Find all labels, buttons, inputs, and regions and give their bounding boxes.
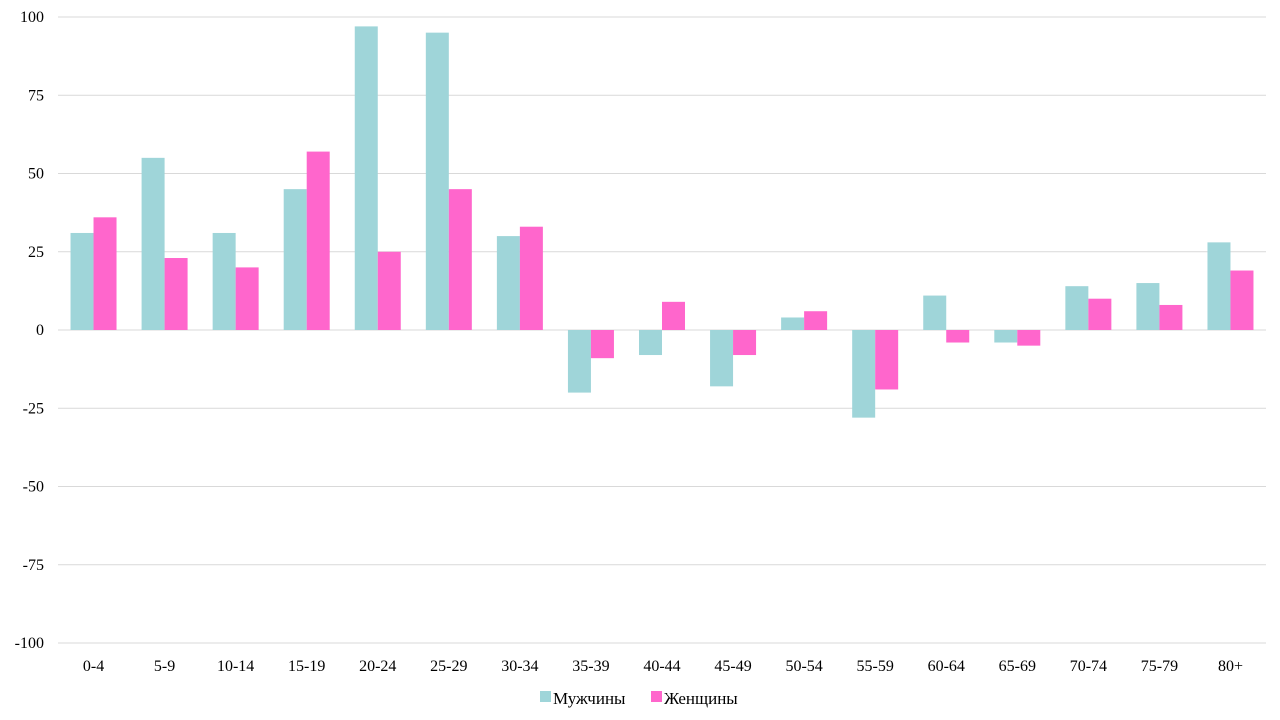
bar-men [994,330,1018,343]
bar-women [93,217,117,330]
x-tick-label: 0-4 [83,658,104,675]
bar-men [567,330,591,393]
legend-swatch-men [540,691,551,702]
bar-women [164,258,188,330]
x-tick-label: 50-54 [785,658,822,675]
legend: Мужчины Женщины [540,689,738,708]
x-tick-label: 80+ [1218,658,1243,675]
bar-men [1065,286,1089,330]
bar-women [235,267,259,330]
y-tick-label: -50 [23,479,44,496]
x-tick-label: 70-74 [1070,658,1107,675]
x-tick-label: 30-34 [501,658,538,675]
bar-men [852,330,876,418]
bar-women [519,226,543,330]
legend-swatch-women [651,691,662,702]
x-axis-ticks: 0-4 5-9 10-14 15-19 20-24 25-29 30-34 35-39 40-4… [83,658,1243,675]
x-tick-label: 55-59 [857,658,894,675]
x-tick-label: 65-69 [999,658,1036,675]
legend-label-women: Женщины [664,689,738,708]
x-tick-label: 60-64 [928,658,965,675]
bar-men [923,295,947,330]
y-tick-label: 0 [36,322,44,339]
bar-men [70,232,94,330]
x-tick-label: 20-24 [359,658,396,675]
bar-men [639,330,662,356]
y-axis-ticks: 100 75 50 25 0 -25 -50 -75 -100 [15,9,44,652]
x-tick-label: 35-39 [572,658,609,675]
legend-label-men: Мужчины [553,689,626,708]
bar-women [306,151,330,330]
x-tick-label: 10-14 [217,658,254,675]
x-tick-label: 45-49 [714,658,751,675]
bar-women [377,251,401,330]
bar-women [804,311,828,330]
y-tick-label: 100 [20,9,44,26]
bar-women [733,330,757,356]
bar-men [425,32,449,331]
bars [70,26,1254,418]
bar-men [781,317,805,330]
x-tick-label: 5-9 [154,658,175,675]
bar-men [496,236,520,330]
bar-men [354,26,378,330]
bar-men [1136,283,1160,330]
x-tick-label: 40-44 [643,658,680,675]
bar-women [590,330,614,359]
bar-women [1088,298,1112,330]
bar-women [1017,330,1041,346]
y-tick-label: 25 [28,244,44,261]
bar-men [212,232,236,330]
x-tick-label: 15-19 [288,658,325,675]
y-tick-label: -100 [15,635,44,652]
bar-men [283,189,307,330]
bar-women [662,301,685,330]
bar-men [710,330,734,387]
bar-women [1230,270,1254,330]
y-tick-label: 50 [28,166,44,183]
bar-men [1207,242,1231,330]
bar-women [448,189,472,330]
x-tick-label: 75-79 [1141,658,1178,675]
y-tick-label: -75 [23,557,44,574]
y-tick-label: -25 [23,400,44,417]
bar-women [946,330,970,343]
bar-women [875,330,899,390]
bar-men [141,157,165,330]
bar-women [1159,304,1183,330]
x-tick-label: 25-29 [430,658,467,675]
y-tick-label: 75 [28,87,44,104]
